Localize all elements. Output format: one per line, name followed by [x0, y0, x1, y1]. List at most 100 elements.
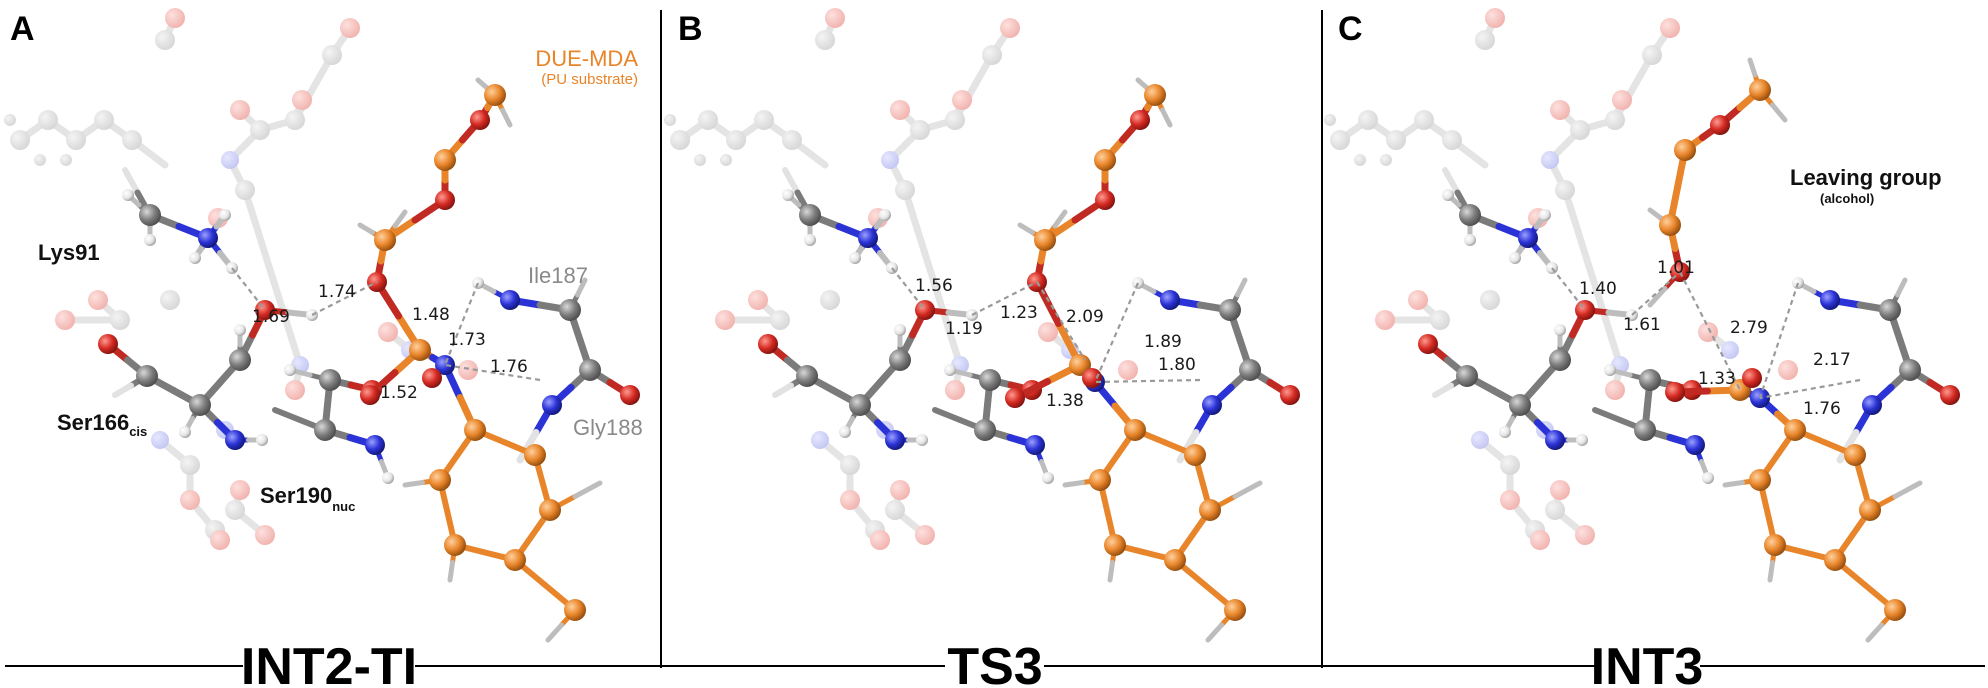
bond-stick: [1017, 222, 1035, 235]
substrate-carbon-atom: [1184, 444, 1206, 466]
oxygen-atom: [1940, 385, 1960, 405]
carbon-atom: [314, 419, 336, 441]
substrate-carbon-atom: [1164, 549, 1186, 571]
hydrogen-atom: [1554, 324, 1566, 336]
panel-letter-b: B: [678, 10, 703, 48]
background-carbon-atom: [1430, 310, 1450, 330]
substrate-carbon-atom: [1764, 534, 1786, 556]
substrate-carbon-atom: [1094, 149, 1116, 171]
carbon-atom: [229, 349, 251, 371]
background-carbon-atom: [885, 500, 905, 520]
hydrogen-atom: [1576, 434, 1588, 446]
background-carbon-atom: [1386, 130, 1406, 150]
hydrogen-bond-dashed-line: [231, 267, 266, 311]
nitrogen-atom: [858, 228, 878, 248]
background-oxygen-atom: [1660, 18, 1680, 38]
carbon-atom: [1219, 299, 1241, 321]
distance-label: 1.23: [1000, 303, 1038, 323]
oxygen-atom: [435, 190, 455, 210]
hydrogen-atom: [944, 364, 956, 376]
background-bond-stick: [1561, 186, 1624, 369]
substrate-carbon-atom: [1199, 499, 1221, 521]
hydrogen-atom: [122, 189, 134, 201]
hydrogen-atom: [144, 234, 156, 246]
nitrogen-atom: [365, 435, 385, 455]
substrate-carbon-atom: [1749, 79, 1771, 101]
oxygen-atom: [1742, 368, 1762, 388]
oxygen-atom: [1130, 110, 1150, 130]
hydrogen-atom: [1509, 252, 1521, 264]
distance-label: 1.74: [318, 282, 356, 302]
nitrogen-atom: [542, 395, 562, 415]
background-oxygen-atom: [1408, 290, 1428, 310]
hydrogen-bond-dashed-line: [1036, 281, 1086, 361]
hydrogen-atom: [849, 252, 861, 264]
substrate-carbon-atom: [1824, 549, 1846, 571]
distance-label: 1.80: [1158, 355, 1196, 375]
bond-stick: [1770, 102, 1788, 123]
background-carbon-atom: [1330, 130, 1350, 150]
oxygen-atom: [1082, 368, 1102, 388]
distance-label: 1.01: [1657, 258, 1695, 278]
background-hydrogen-atom: [4, 114, 16, 126]
hydrogen-bond-dashed-line: [1094, 378, 1201, 384]
background-oxygen-atom: [230, 480, 250, 500]
distance-label: 1.48: [412, 305, 450, 325]
bond-stick: [572, 480, 603, 499]
hydrogen-bond-dashed-line: [311, 281, 378, 316]
background-oxygen-atom: [1000, 18, 1020, 38]
background-oxygen-atom: [870, 530, 890, 550]
distance-label: 1.73: [448, 330, 486, 350]
hydrogen-atom: [179, 426, 191, 438]
background-oxygen-atom: [1550, 480, 1570, 500]
distance-label: 1.61: [1623, 315, 1661, 335]
background-oxygen-atom: [952, 90, 972, 110]
carbon-atom: [579, 359, 601, 381]
background-carbon-atom: [66, 130, 86, 150]
background-oxygen-atom: [1612, 90, 1632, 110]
residue-label-lys91: Lys91: [38, 240, 100, 265]
background-oxygen-atom: [825, 8, 845, 28]
background-carbon-atom: [155, 30, 175, 50]
background-carbon-atom: [945, 110, 965, 130]
hydrogen-bond-dashed-line: [1679, 271, 1741, 391]
bond-stick: [575, 277, 588, 298]
distance-label: 1.40: [1579, 279, 1617, 299]
background-bond-stick: [951, 51, 996, 124]
oxygen-atom: [1418, 334, 1438, 354]
bond-stick: [1647, 207, 1663, 220]
substrate-carbon-atom: [1104, 534, 1126, 556]
bond-stick: [1062, 480, 1085, 488]
carbon-atom: [1879, 299, 1901, 321]
nitrogen-atom: [1025, 435, 1045, 455]
nitrogen-atom: [1545, 430, 1565, 450]
substrate-carbon-atom: [564, 599, 586, 621]
background-oxygen-atom: [715, 310, 735, 330]
background-oxygen-atom: [378, 322, 398, 342]
substrate-carbon-atom: [1224, 599, 1246, 621]
substrate-carbon-atom: [1659, 214, 1681, 236]
oxygen-atom: [470, 110, 490, 130]
substrate-carbon-atom: [1749, 469, 1771, 491]
background-carbon-atom: [1475, 30, 1495, 50]
background-carbon-atom: [160, 290, 180, 310]
hydrogen-atom: [879, 209, 891, 221]
substrate-carbon-atom: [1784, 419, 1806, 441]
background-nitrogen-atom: [1541, 151, 1559, 169]
background-bond-stick: [241, 186, 304, 369]
bond-stick: [772, 382, 794, 398]
background-hydrogen-atom: [1354, 154, 1366, 166]
oxygen-atom: [1095, 190, 1115, 210]
bond-stick: [1432, 382, 1454, 398]
background-oxygen-atom: [1778, 360, 1798, 380]
background-oxygen-atom: [890, 100, 910, 120]
distance-label: 1.76: [1803, 399, 1841, 419]
carbon-atom: [1549, 349, 1571, 371]
bond-stick: [500, 107, 513, 128]
background-hydrogen-atom: [1324, 114, 1336, 126]
hydrogen-atom: [1539, 209, 1551, 221]
background-oxygen-atom: [840, 490, 860, 510]
substrate-carbon-atom: [1844, 444, 1866, 466]
bond-stick: [112, 382, 134, 398]
background-oxygen-atom: [1575, 525, 1595, 545]
